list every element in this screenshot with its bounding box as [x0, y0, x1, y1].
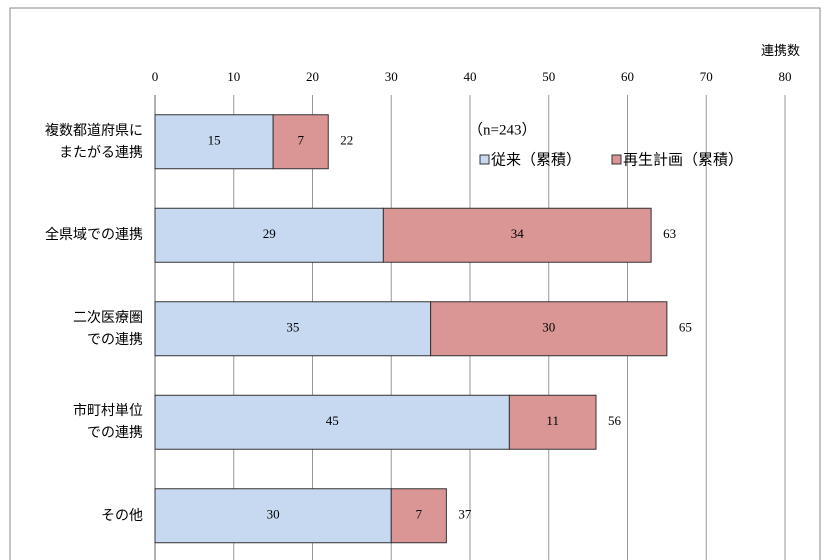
total-label: 63 [663, 226, 676, 241]
bar-segment [382, 207, 652, 263]
x-tick-label: 40 [464, 69, 477, 84]
total-label: 37 [458, 507, 472, 522]
total-label: 22 [340, 133, 353, 148]
total-label: 65 [679, 320, 692, 335]
value-label: 34 [511, 226, 525, 241]
value-label: 45 [326, 413, 339, 428]
bar-segment [430, 301, 668, 357]
y-tick-label: 複数都道府県に またがる連携 [45, 122, 143, 161]
x-tick-label: 0 [152, 69, 159, 84]
bar-segment [154, 301, 432, 357]
value-label: 29 [263, 226, 276, 241]
x-tick-label: 20 [306, 69, 319, 84]
bar-segment [508, 394, 597, 450]
bar-segment [154, 394, 510, 450]
bar-segment [154, 207, 384, 263]
value-label: 7 [416, 507, 423, 522]
y-tick-label: 市町村単位 での連携 [73, 403, 143, 442]
y-tick-label: 二次医療圏 での連携 [73, 309, 143, 348]
value-label: 35 [286, 320, 299, 335]
x-tick-label: 10 [227, 69, 240, 84]
legend-label: 従来（累積） [491, 151, 581, 169]
y-tick-label: 全県域での連携 [45, 227, 143, 244]
value-label: 30 [542, 320, 555, 335]
total-label: 56 [608, 413, 622, 428]
legend-swatch [479, 154, 490, 165]
y-tick-label: その他 [101, 507, 143, 524]
chart-frame [9, 7, 821, 560]
x-tick-label: 70 [700, 69, 713, 84]
legend-label: 再生計画（累積） [623, 151, 743, 169]
bar-segment [390, 488, 447, 544]
x-tick-label: 80 [779, 69, 792, 84]
x-tick-label: 60 [621, 69, 634, 84]
x-tick-label: 50 [542, 69, 555, 84]
value-label: 7 [297, 133, 304, 148]
bar-segment [272, 114, 329, 170]
x-axis-label: 連携数 [761, 43, 800, 58]
value-label: 15 [208, 133, 221, 148]
value-label: 30 [267, 507, 280, 522]
legend-swatch [611, 154, 622, 165]
annotation: （n=243） [468, 121, 536, 138]
x-tick-label: 30 [385, 69, 398, 84]
value-label: 11 [546, 413, 559, 428]
bar-segment [154, 488, 392, 544]
